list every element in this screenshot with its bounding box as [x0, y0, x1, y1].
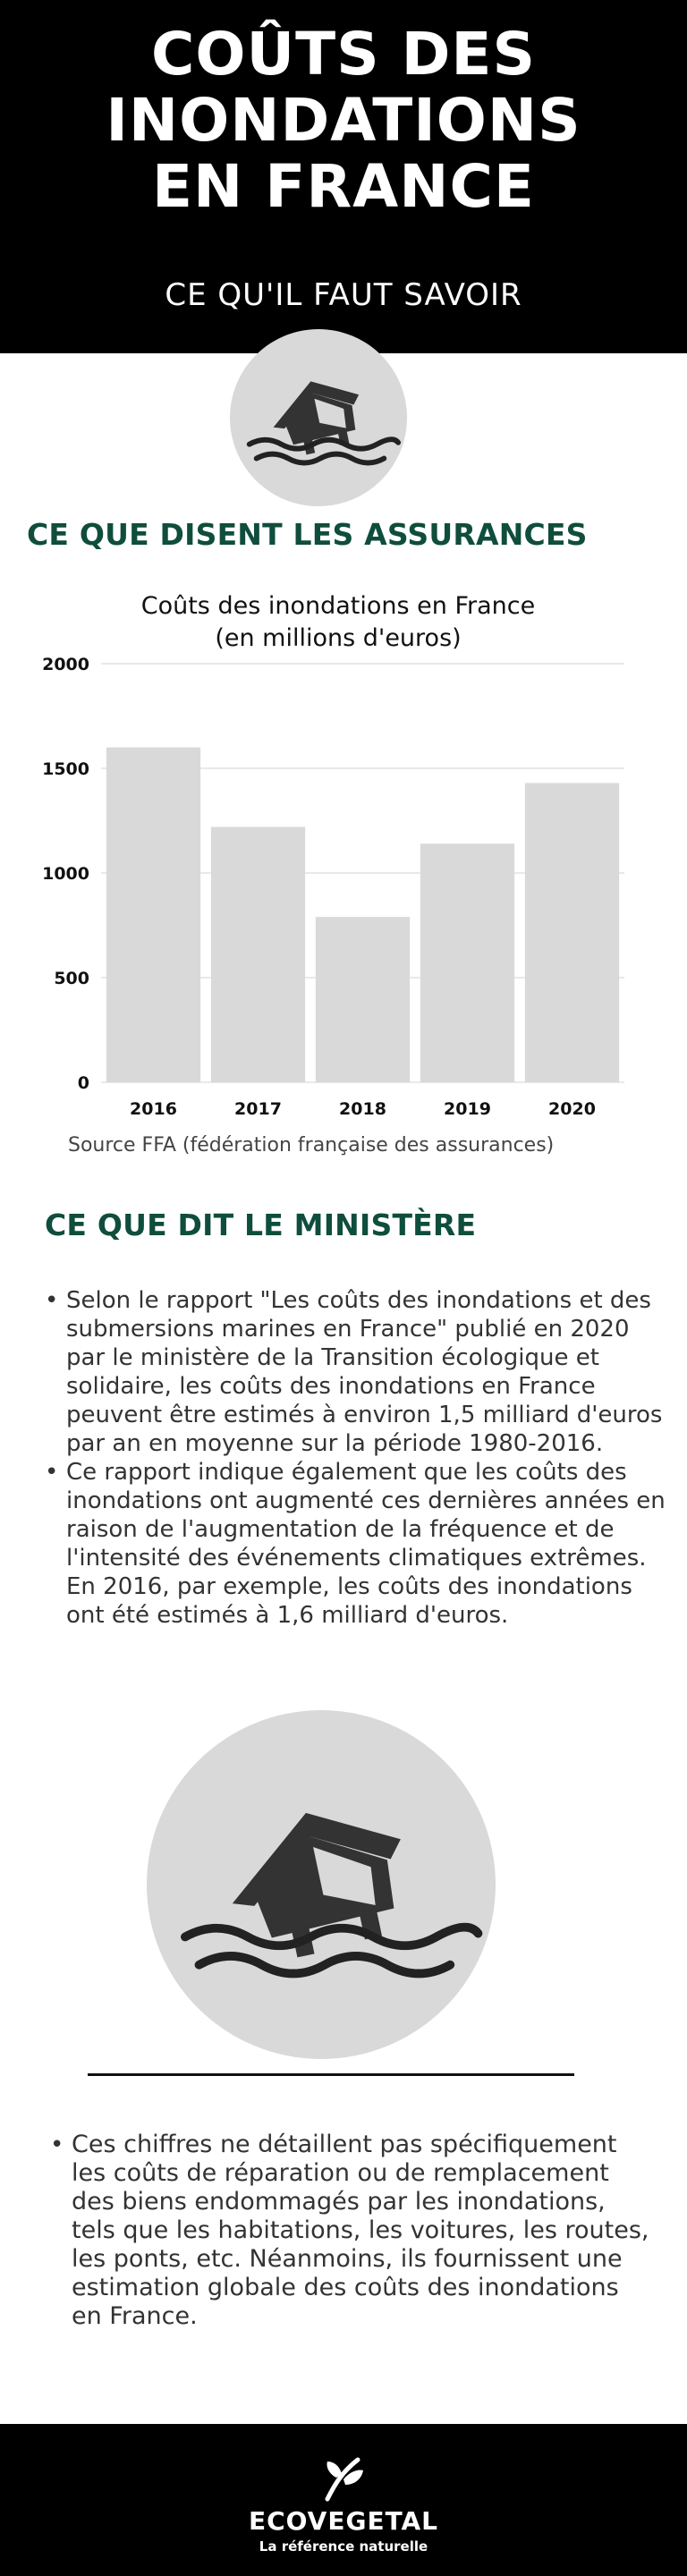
bar — [525, 783, 619, 1082]
footer-brand: ECOVEGETAL — [0, 2506, 687, 2536]
chart-title-line: Coûts des inondations en France — [141, 592, 536, 620]
x-tick-label: 2020 — [548, 1099, 596, 1119]
x-tick-label: 2019 — [444, 1099, 491, 1119]
title-line: COÛTS DES — [0, 21, 687, 88]
chart-source: Source FFA (fédération française des ass… — [68, 1134, 554, 1157]
flood-house-icon-small — [230, 329, 407, 506]
x-tick-label: 2018 — [339, 1099, 386, 1119]
list-item: Ces chiffres ne détaillent pas spécifiqu… — [47, 2131, 655, 2331]
ecovegetal-logo-icon — [317, 2453, 370, 2506]
page-title: COÛTS DES INONDATIONS EN FRANCE — [0, 21, 687, 220]
y-tick-label: 2000 — [42, 655, 89, 674]
page-subtitle: CE QU'IL FAUT SAVOIR — [0, 277, 687, 313]
y-tick-label: 500 — [54, 969, 89, 988]
bar-chart: Coûts des inondations en France (en milli… — [25, 581, 651, 1127]
section-title-ministry: CE QUE DIT LE MINISTÈRE — [45, 1208, 476, 1242]
section-title-insurance: CE QUE DISENT LES ASSURANCES — [27, 517, 588, 552]
bar — [106, 748, 200, 1082]
list-item: Ce rapport indique également que les coû… — [41, 1458, 667, 1630]
y-tick-label: 0 — [78, 1073, 89, 1093]
flood-house-icon — [147, 1710, 496, 2059]
list-item: Selon le rapport "Les coûts des inondati… — [41, 1286, 667, 1458]
bar — [316, 917, 410, 1082]
bar — [211, 827, 305, 1082]
x-tick-label: 2016 — [130, 1099, 177, 1119]
title-line: INONDATIONS — [0, 88, 687, 154]
title-line: EN FRANCE — [0, 154, 687, 220]
x-tick-label: 2017 — [234, 1099, 282, 1119]
y-tick-label: 1500 — [42, 759, 89, 779]
summary-bullet-list: Ces chiffres ne détaillent pas spécifiqu… — [47, 2131, 655, 2331]
divider-line — [88, 2073, 574, 2076]
ministry-bullet-list: Selon le rapport "Les coûts des inondati… — [41, 1286, 667, 1630]
footer-tagline: La référence naturelle — [0, 2538, 687, 2555]
flood-house-icon — [230, 329, 407, 506]
footer: ECOVEGETAL La référence naturelle — [0, 2424, 687, 2576]
y-tick-label: 1000 — [42, 864, 89, 884]
header-banner: COÛTS DES INONDATIONS EN FRANCE CE QU'IL… — [0, 0, 687, 353]
bar — [420, 843, 514, 1082]
flood-house-icon-large — [147, 1710, 496, 2059]
chart-title-line: (en millions d'euros) — [215, 624, 461, 652]
